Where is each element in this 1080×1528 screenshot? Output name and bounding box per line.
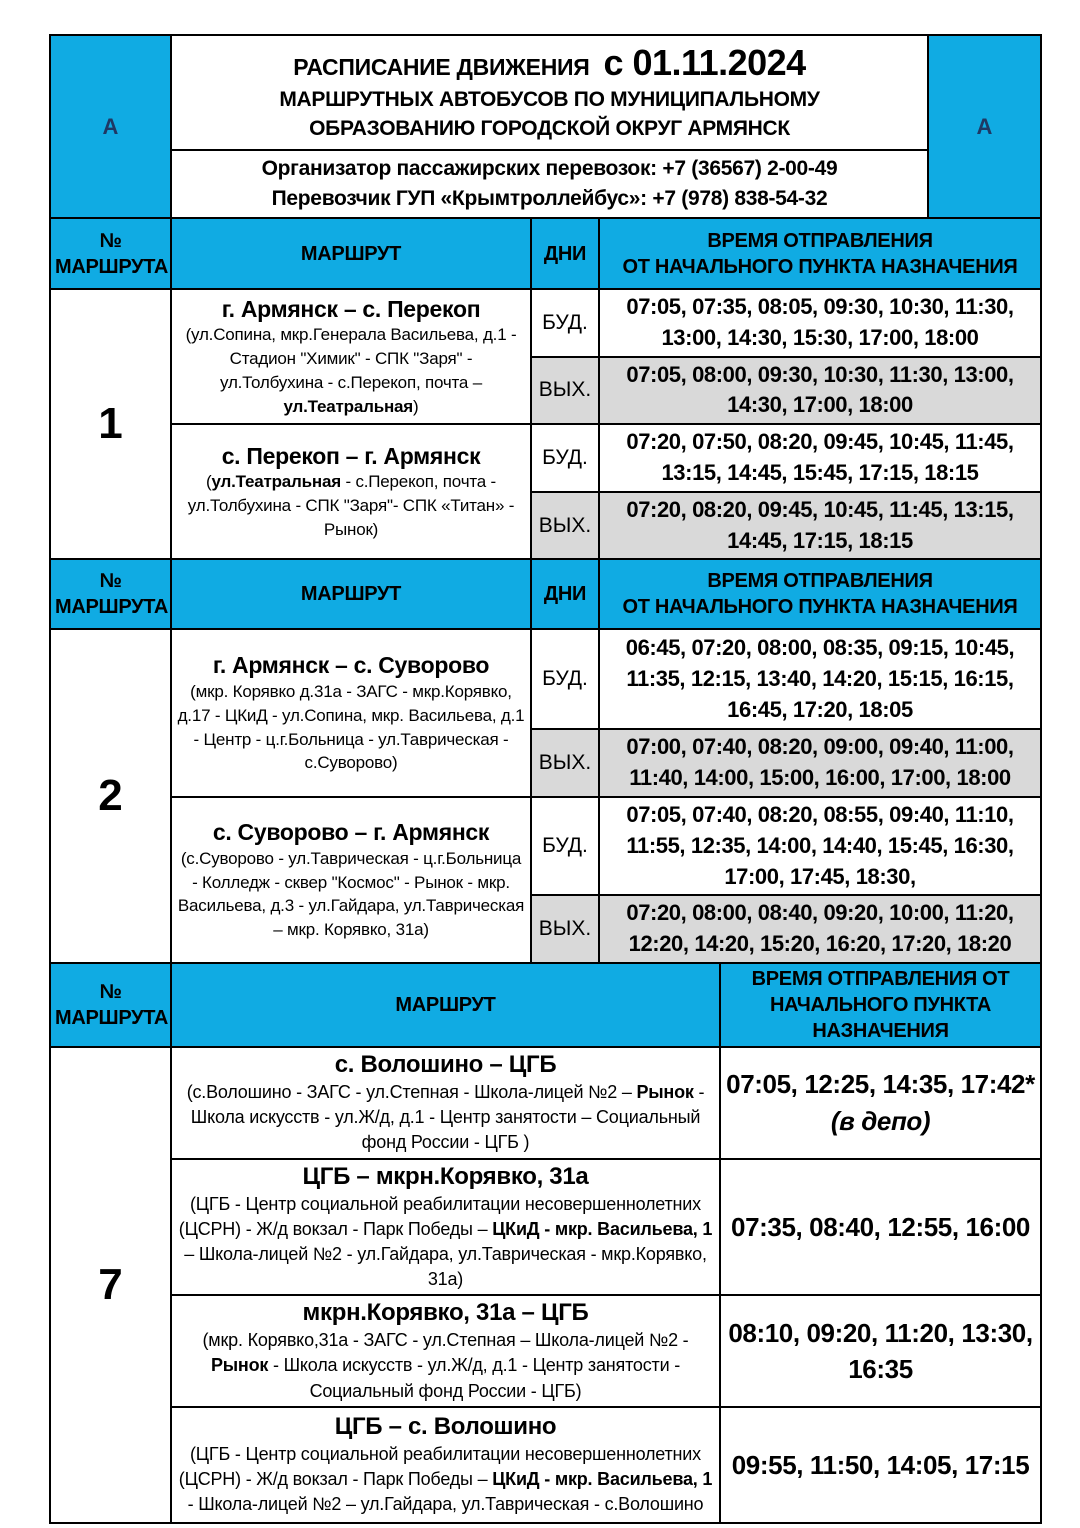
route-description: (с.Волошино - ЗАГС - ул.Степная - Школа-… (186, 1081, 705, 1153)
route-description: (ул.Театральная - с.Перекоп, почта - ул.… (187, 472, 515, 540)
col-header-route: МАРШРУТ (170, 558, 532, 631)
route-number-cell: 1 (49, 287, 172, 561)
route-cell: с. Волошино – ЦГБ (с.Волошино - ЗАГС - у… (170, 1045, 721, 1160)
banner-title-block: РАСПИСАНИЕ ДВИЖЕНИЯ с 01.11.2024 МАРШРУТ… (170, 34, 929, 151)
route-cell: ЦГБ – мкрн.Корявко, 31а (ЦГБ - Центр соц… (170, 1157, 721, 1297)
route-description: (мкр. Корявко,31а - ЗАГС - ул.Степная – … (202, 1330, 689, 1401)
route-title: г. Армянск – с. Перекоп (221, 295, 481, 322)
times-weekday: 07:05, 07:40, 08:20, 08:55, 09:40, 11:10… (598, 795, 1042, 897)
banner: А РАСПИСАНИЕ ДВИЖЕНИЯ с 01.11.2024 МАРШР… (49, 34, 1042, 219)
route-description: (мкр. Корявко д.31а - ЗАГС - мкр.Корявко… (177, 681, 525, 773)
times-weekday: 06:45, 07:20, 08:00, 08:35, 09:15, 10:45… (598, 628, 1042, 731)
times-weekend: 07:20, 08:20, 09:45, 10:45, 11:45, 13:15… (598, 490, 1042, 561)
subtitle-line-1: МАРШРУТНЫХ АВТОБУСОВ ПО МУНИЦИПАЛЬНОМУ (279, 88, 820, 112)
col-header-days: ДНИ (530, 558, 600, 631)
times-cell: 07:05, 12:25, 14:35, 17:42*(в депо) (719, 1045, 1042, 1160)
carrier-phone-line: Перевозчик ГУП «Крымтроллейбус»: +7 (978… (271, 187, 828, 210)
times-weekend: 07:20, 08:00, 08:40, 09:20, 10:00, 11:20… (598, 894, 1042, 964)
col-header-departure-times: ВРЕМЯ ОТПРАВЛЕНИЯ ОТ НАЧАЛЬНОГО ПУНКТА НА… (598, 217, 1042, 290)
schedule-effective-date: с 01.11.2024 (603, 42, 806, 84)
route-number-cell: 2 (49, 628, 172, 964)
times-cell: 09:55, 11:50, 14:05, 17:15 (719, 1405, 1042, 1524)
col-header-route-number: № МАРШРУТА (49, 558, 172, 631)
days-cell-weekend: ВЫХ. (530, 728, 600, 798)
route-cell: г. Армянск – с. Суворово (мкр. Корявко д… (170, 628, 532, 798)
route-title: с. Волошино – ЦГБ (334, 1050, 557, 1078)
route-number-cell: 7 (49, 1045, 172, 1524)
days-cell-weekend: ВЫХ. (530, 894, 600, 964)
days-cell-weekday: БУД. (530, 795, 600, 897)
route-title: мкрн.Корявко, 31а – ЦГБ (302, 1299, 589, 1327)
corner-badge-right: А (927, 34, 1042, 219)
route-description: (ул.Сопина, мкр.Генерала Васильева, д.1 … (185, 325, 517, 416)
days-cell-weekday: БУД. (530, 288, 600, 358)
organizer-phone-line: Организатор пассажирских перевозок: +7 (… (261, 156, 838, 180)
route-7-table: № МАРШРУТА МАРШРУТ ВРЕМЯ ОТПРАВЛЕНИЯ ОТ НА… (49, 961, 1042, 1524)
col-header-days: ДНИ (530, 217, 600, 290)
days-cell-weekday: БУД. (530, 628, 600, 731)
col-header-route: МАРШРУТ (170, 217, 532, 290)
times-weekday: 07:05, 07:35, 08:05, 09:30, 10:30, 11:30… (598, 288, 1042, 358)
col-header-route-number: № МАРШРУТА (49, 961, 172, 1048)
schedule-title: РАСПИСАНИЕ ДВИЖЕНИЯ (293, 54, 590, 81)
route-title: ЦГБ – мкрн.Корявко, 31а (302, 1162, 589, 1190)
times-cell: 07:35, 08:40, 12:55, 16:00 (719, 1157, 1042, 1297)
banner-contacts-block: Организатор пассажирских перевозок: +7 (… (170, 149, 929, 219)
route-description: (ЦГБ - Центр социальной реабилитации нес… (178, 1444, 713, 1515)
col-header-departure-times: ВРЕМЯ ОТПРАВЛЕНИЯ ОТ НАЧАЛЬНОГО ПУНКТА НАЗ… (719, 961, 1042, 1048)
route-title: г. Армянск – с. Суворово (212, 652, 490, 679)
times-weekend: 07:00, 07:40, 08:20, 09:00, 09:40, 11:00… (598, 728, 1042, 798)
days-cell-weekday: БУД. (530, 423, 600, 493)
route-cell: мкрн.Корявко, 31а – ЦГБ (мкр. Корявко,31… (170, 1294, 721, 1408)
route-description: (с.Суворово - ул.Таврическая - ц.г.Больн… (177, 848, 525, 940)
route-title: ЦГБ – с. Волошино (334, 1413, 557, 1441)
route-title: с. Перекоп – г. Армянск (221, 442, 481, 469)
route-cell: с. Суворово – г. Армянск (с.Суворово - у… (170, 795, 532, 964)
route-2-table: № МАРШРУТА МАРШРУТ ДНИ ВРЕМЯ ОТПРАВЛЕНИЯ О… (49, 558, 1042, 964)
col-header-departure-times: ВРЕМЯ ОТПРАВЛЕНИЯ ОТ НАЧАЛЬНОГО ПУНКТА НА… (598, 558, 1042, 631)
days-cell-weekend: ВЫХ. (530, 490, 600, 561)
corner-badge-left: А (49, 34, 172, 219)
route-cell: ЦГБ – с. Волошино (ЦГБ - Центр социально… (170, 1405, 721, 1524)
times-weekend: 07:05, 08:00, 09:30, 10:30, 11:30, 13:00… (598, 355, 1042, 426)
col-header-route: МАРШРУТ (170, 961, 721, 1048)
col-header-route-number: № МАРШРУТА (49, 217, 172, 290)
days-cell-weekend: ВЫХ. (530, 355, 600, 426)
subtitle-line-2: ОБРАЗОВАНИЮ ГОРОДСКОЙ ОКРУГ АРМЯНСК (309, 116, 790, 140)
route-description: (ЦГБ - Центр социальной реабилитации нес… (178, 1193, 713, 1290)
route-1-table: № МАРШРУТА МАРШРУТ ДНИ ВРЕМЯ ОТПРАВЛЕНИЯ О… (49, 217, 1042, 561)
route-cell: г. Армянск – с. Перекоп (ул.Сопина, мкр.… (170, 287, 532, 426)
route-title: с. Суворово – г. Армянск (212, 818, 490, 845)
times-cell: 08:10, 09:20, 11:20, 13:30, 16:35 (719, 1294, 1042, 1408)
route-cell: с. Перекоп – г. Армянск (ул.Театральная … (170, 423, 532, 561)
times-weekday: 07:20, 07:50, 08:20, 09:45, 10:45, 11:45… (598, 423, 1042, 493)
